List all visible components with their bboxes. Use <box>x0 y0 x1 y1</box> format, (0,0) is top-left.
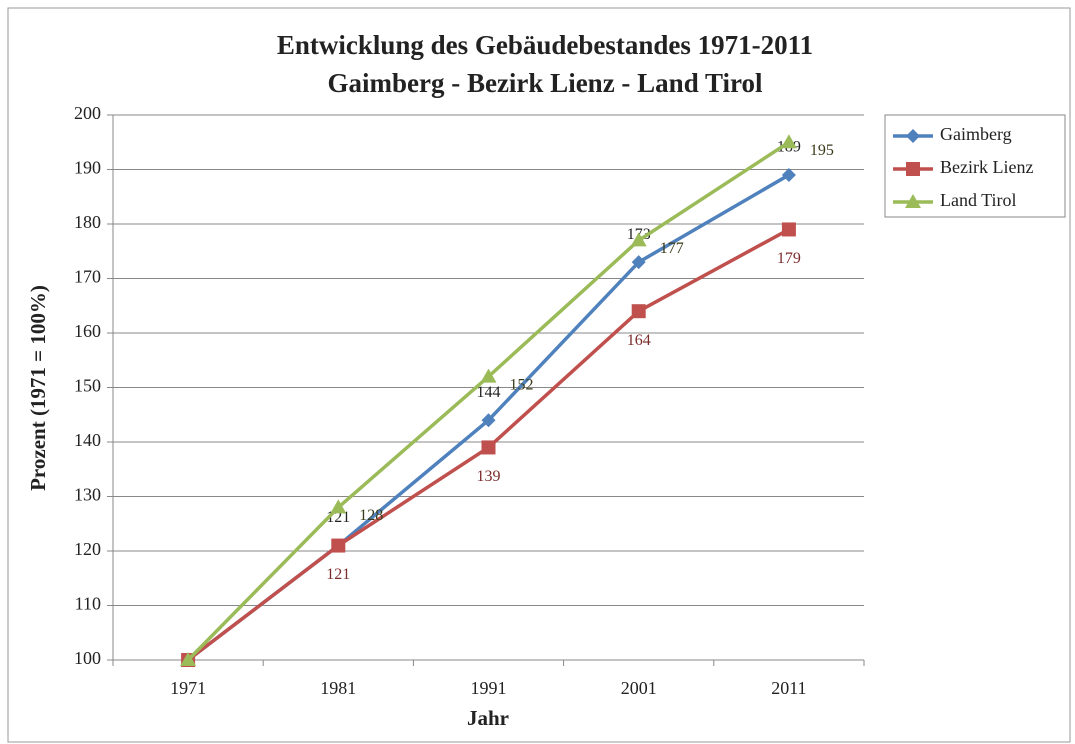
legend-label: Gaimberg <box>940 124 1012 144</box>
chart-frame <box>7 7 1071 743</box>
y-tick-label: 120 <box>74 539 101 559</box>
chart-title: Entwicklung des Gebäudebestandes 1971-20… <box>277 30 813 60</box>
y-tick-label: 160 <box>74 321 101 341</box>
data-label: 139 <box>477 468 501 485</box>
y-tick-label: 130 <box>74 485 101 505</box>
marker <box>180 652 197 666</box>
legend-label: Land Tirol <box>940 190 1017 210</box>
marker <box>780 134 797 149</box>
y-tick-label: 200 <box>74 103 101 123</box>
data-label: 195 <box>810 142 834 159</box>
marker <box>630 232 647 247</box>
y-tick-label: 150 <box>74 376 101 396</box>
y-tick-label: 170 <box>74 267 101 287</box>
series-line <box>186 140 790 662</box>
x-tick-label: 2001 <box>621 678 657 698</box>
legend-marker <box>905 194 921 208</box>
data-label: 179 <box>777 250 801 267</box>
legend-label: Bezirk Lienz <box>940 157 1033 177</box>
x-tick-label: 2011 <box>771 678 806 698</box>
marker <box>781 222 796 237</box>
y-tick-label: 110 <box>75 594 101 614</box>
data-label: 164 <box>627 332 651 349</box>
marker <box>330 499 347 514</box>
x-axis-title: Jahr <box>467 706 509 730</box>
y-axis-title: Prozent (1971 = 100%) <box>26 285 50 491</box>
y-tick-label: 100 <box>74 648 101 668</box>
data-label: 121 <box>326 566 350 583</box>
marker <box>481 413 496 428</box>
data-label: 128 <box>359 507 383 524</box>
x-tick-label: 1971 <box>170 678 206 698</box>
data-label: 152 <box>510 376 534 393</box>
marker <box>631 304 646 319</box>
chart-subtitle: Gaimberg - Bezirk Lienz - Land Tirol <box>327 68 763 98</box>
marker <box>781 167 796 182</box>
data-label: 177 <box>660 240 684 257</box>
x-tick-label: 1981 <box>320 678 356 698</box>
legend-marker <box>906 162 920 176</box>
y-tick-label: 190 <box>74 158 101 178</box>
marker <box>631 255 646 270</box>
y-tick-label: 180 <box>74 212 101 232</box>
legend-marker <box>906 129 920 143</box>
y-tick-label: 140 <box>74 430 101 450</box>
x-tick-label: 1991 <box>471 678 507 698</box>
data-label: 144 <box>477 384 501 401</box>
marker <box>331 538 346 553</box>
marker <box>481 440 496 455</box>
marker <box>480 368 497 383</box>
